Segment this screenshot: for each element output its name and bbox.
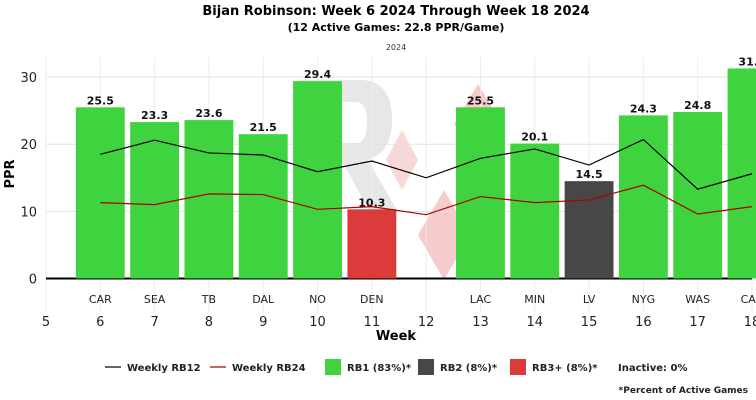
y-axis-title: PPR (3, 159, 18, 188)
x-tick-label: 17 (689, 315, 706, 330)
series-lines (100, 138, 753, 216)
y-tick-label: 0 (29, 272, 37, 287)
bar-value-label: 23.6 (195, 107, 222, 120)
bar-value-label: 25.5 (467, 94, 494, 107)
footnote: *Percent of Active Games (619, 386, 748, 396)
bar-labels: 25.5 23.3 23.6 21.5 29.4 10.3 25.5 20.1 14.5 24.3… (87, 55, 756, 209)
opponent-label: WAS (685, 293, 710, 306)
bar-value-label: 14.5 (576, 168, 603, 181)
x-tick-label: 14 (526, 315, 543, 330)
opponent-label: NO (309, 293, 326, 306)
opponent-label: CAR (89, 293, 112, 306)
opponent-label: TB (201, 293, 216, 306)
x-tick-label: 9 (259, 315, 267, 330)
bars (75, 68, 756, 279)
opponent-label: LV (583, 293, 596, 306)
opponent-label: NYG (632, 293, 655, 306)
chart-subtitle: (12 Active Games: 22.8 PPR/Game) (288, 21, 505, 34)
legend-label: Weekly RB12 (127, 363, 201, 374)
bar (618, 115, 668, 279)
opponent-label: CAR (741, 293, 756, 306)
x-tick-label: 12 (418, 315, 435, 330)
bar-value-label: 10.3 (358, 196, 385, 209)
x-tick-label: 13 (472, 315, 489, 330)
y-tick-labels: 0 10 20 30 (20, 71, 37, 287)
opponent-label: LAC (470, 293, 492, 306)
bar (456, 107, 505, 279)
y-tick-label: 30 (20, 71, 37, 86)
bar-value-label: 24.8 (684, 99, 711, 112)
x-tick-label: 16 (635, 315, 652, 330)
bar-value-label: 21.5 (250, 121, 277, 134)
x-tick-label: 8 (205, 315, 213, 330)
legend-swatch (325, 359, 341, 375)
bar (130, 122, 180, 279)
opponent-label: DEN (360, 293, 384, 306)
bar (347, 209, 397, 279)
bar (510, 143, 560, 279)
legend-label: Inactive: 0% (618, 363, 687, 374)
opponent-label: DAL (252, 293, 275, 306)
legend-label: RB2 (8%)* (440, 363, 498, 374)
bar-value-label: 29.4 (304, 68, 331, 81)
series-line (100, 184, 753, 216)
opponent-labels: CAR SEA TB DAL NO DEN LAC MIN LV NYG WAS CAR (89, 293, 756, 306)
x-tick-label: 18 (744, 315, 756, 330)
bar-value-label: 23.3 (141, 109, 168, 122)
bar (673, 112, 723, 279)
x-tick-label: 11 (364, 315, 381, 330)
legend-swatch (418, 359, 434, 375)
x-tick-label: 10 (309, 315, 326, 330)
x-tick-label: 5 (42, 315, 50, 330)
bar-value-label: 25.5 (87, 94, 114, 107)
opponent-label: MIN (524, 293, 545, 306)
legend: Weekly RB12 Weekly RB24 RB1 (83%)* RB2 (8%)… (105, 359, 687, 375)
legend-label: RB3+ (8%)* (532, 363, 598, 374)
chart-title: Bijan Robinson: Week 6 2024 Through Week… (202, 4, 589, 19)
bar (184, 120, 234, 279)
season-label: 2024 (386, 43, 406, 52)
bar (293, 81, 342, 279)
y-tick-label: 10 (20, 205, 37, 220)
y-tick-label: 20 (20, 138, 37, 153)
x-axis-title: Week (376, 329, 417, 344)
opponent-label: SEA (144, 293, 166, 306)
legend-label: Weekly RB24 (232, 363, 306, 374)
legend-swatch (510, 359, 526, 375)
bar-value-label: 24.3 (630, 102, 657, 115)
bar-value-label: 31.3 (738, 55, 756, 68)
bar-value-label: 20.1 (521, 131, 548, 144)
x-tick-label: 7 (150, 315, 158, 330)
bar (75, 107, 125, 279)
x-tick-label: 6 (96, 315, 104, 330)
series-line (100, 138, 753, 190)
legend-label: RB1 (83%)* (347, 363, 412, 374)
bar (238, 134, 288, 279)
x-tick-labels: 5 6 7 8 9 10 11 12 13 14 15 16 17 18 (42, 315, 756, 330)
bar (564, 181, 614, 279)
x-tick-label: 15 (581, 315, 598, 330)
